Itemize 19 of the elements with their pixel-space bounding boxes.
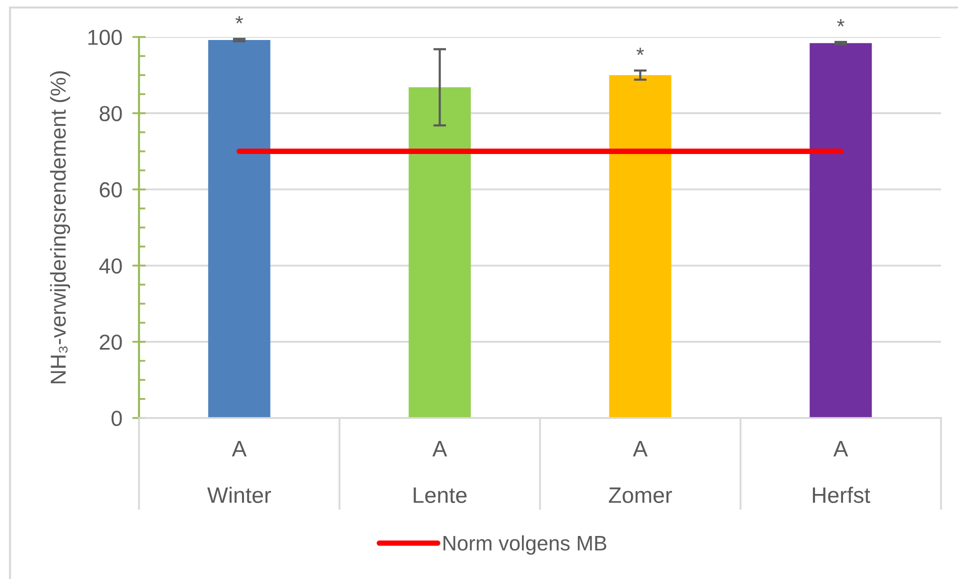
y-axis-title: NH₃-verwijderingsrendement (%) xyxy=(50,71,70,384)
y-tick-label: 60 xyxy=(100,182,122,198)
y-tick-label: 0 xyxy=(112,410,122,426)
data-label: * xyxy=(636,48,644,56)
y-tick-label: 100 xyxy=(88,30,122,46)
y-tick-label: 40 xyxy=(99,258,122,274)
y-tick-label: 80 xyxy=(100,106,122,122)
y-tick-label: 20 xyxy=(100,334,122,350)
bar xyxy=(810,43,872,418)
bar xyxy=(408,87,471,418)
category-label: A Lente xyxy=(414,441,467,504)
category-label: A Winter xyxy=(207,441,271,504)
bar xyxy=(609,75,672,418)
bar xyxy=(208,40,270,418)
category-label: A Herfst xyxy=(812,441,870,504)
data-label: * xyxy=(236,16,243,24)
data-label: * xyxy=(837,19,844,26)
legend-label: Norm volgens MB xyxy=(444,535,606,555)
category-label: A Zomer xyxy=(608,441,672,504)
